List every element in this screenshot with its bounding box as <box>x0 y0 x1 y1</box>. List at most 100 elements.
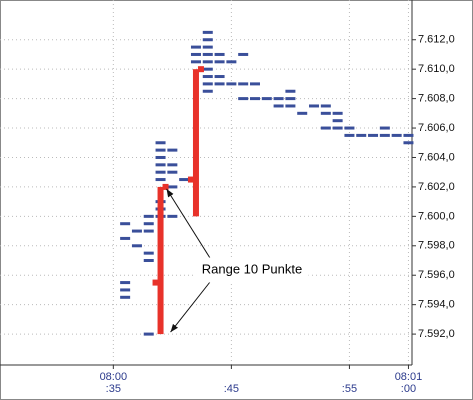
tpo-dash <box>332 119 343 123</box>
tpo-dash <box>320 126 331 130</box>
tpo-dash <box>202 45 213 49</box>
tpo-dash <box>238 97 249 101</box>
annotation-box <box>195 257 309 283</box>
y-tick-label: 7.610,0 <box>418 63 455 75</box>
tpo-dash <box>238 52 249 56</box>
x-tick-label: :00 <box>401 383 416 395</box>
y-tick-label: 7.612,0 <box>418 34 455 46</box>
tpo-dash <box>297 111 308 115</box>
tpo-dash <box>190 45 201 49</box>
x-date-label: 08:01 <box>395 371 423 383</box>
tpo-dash <box>379 133 390 137</box>
x-tick-label: :45 <box>224 383 239 395</box>
tpo-dash <box>120 281 131 285</box>
tpo-dash <box>202 52 213 56</box>
tpo-dash <box>273 104 284 108</box>
tpo-dash <box>214 52 225 56</box>
y-tick-label: 7.594,0 <box>418 299 455 311</box>
annotation: Range 10 Punkte <box>202 261 302 276</box>
tpo-dash <box>202 82 213 86</box>
tpo-dash <box>368 133 379 137</box>
tpo-dash <box>214 75 225 79</box>
tpo-dash <box>120 295 131 299</box>
open-tick <box>152 279 159 286</box>
y-tick-label: 7.592,0 <box>418 328 455 340</box>
tpo-dash <box>403 141 414 145</box>
tpo-dash <box>273 97 284 101</box>
y-tick-label: 7.602,0 <box>418 181 455 193</box>
tpo-dash <box>202 67 213 71</box>
tpo-dash <box>167 170 178 174</box>
tpo-dash <box>309 104 320 108</box>
tpo-dash <box>120 236 131 240</box>
tpo-dash <box>391 133 402 137</box>
tpo-dash <box>285 104 296 108</box>
tpo-dash <box>167 148 178 152</box>
x-tick-label: :55 <box>342 383 357 395</box>
tpo-dash <box>285 89 296 93</box>
tpo-dash <box>249 97 260 101</box>
tpo-dash <box>202 89 213 93</box>
tpo-dash <box>202 38 213 42</box>
tpo-dash <box>155 170 166 174</box>
tpo-dash <box>155 163 166 167</box>
tpo-dash <box>143 229 154 233</box>
close-tick <box>162 183 169 190</box>
tpo-dash <box>379 126 390 130</box>
tpo-dash <box>332 111 343 115</box>
tpo-dash <box>320 111 331 115</box>
x-tick-label: :35 <box>106 383 121 395</box>
y-tick-label: 7.600,0 <box>418 210 455 222</box>
tpo-dash <box>332 126 343 130</box>
tpo-dash <box>167 163 178 167</box>
tpo-dash <box>190 60 201 64</box>
tpo-dash <box>403 133 414 137</box>
tpo-dash <box>143 259 154 263</box>
tpo-dash <box>226 82 237 86</box>
y-tick-label: 7.608,0 <box>418 93 455 105</box>
tpo-dash <box>155 148 166 152</box>
arrow <box>166 188 211 259</box>
x-date-label: 08:00 <box>100 371 128 383</box>
tpo-dash <box>344 133 355 137</box>
tpo-dash <box>214 82 225 86</box>
tpo-dash <box>155 155 166 159</box>
tpo-dash <box>179 178 190 182</box>
tpo-dash <box>214 60 225 64</box>
tpo-dash <box>143 251 154 255</box>
tpo-dash <box>202 60 213 64</box>
open-tick <box>187 176 194 183</box>
tpo-dash <box>261 97 272 101</box>
y-tick-label: 7.598,0 <box>418 240 455 252</box>
tpo-dash <box>202 30 213 34</box>
arrow <box>170 281 211 333</box>
close-tick <box>197 66 204 73</box>
tpo-dash <box>143 332 154 336</box>
tpo-dash <box>155 141 166 145</box>
tpo-dash <box>120 288 131 292</box>
range-bar <box>192 69 199 217</box>
tpo-dash <box>155 178 166 182</box>
y-tick-label: 7.596,0 <box>418 269 455 281</box>
tpo-dash <box>190 52 201 56</box>
tpo-dash <box>356 133 367 137</box>
tpo-dash <box>320 104 331 108</box>
tpo-dash <box>238 82 249 86</box>
tpo-dash <box>167 214 178 218</box>
annotation-group: Range 10 Punkte <box>195 257 309 283</box>
tpo-dash <box>285 97 296 101</box>
tpo-dash <box>131 229 142 233</box>
tpo-dash <box>143 222 154 226</box>
y-tick-label: 7.606,0 <box>418 122 455 134</box>
tpo-dash <box>226 60 237 64</box>
tpo-dash <box>167 185 178 189</box>
tpo-dash <box>120 222 131 226</box>
tpo-dash <box>249 82 260 86</box>
range-bar <box>157 186 164 335</box>
tpo-dash <box>344 126 355 130</box>
tpo-dash <box>202 75 213 79</box>
tpo-dash <box>131 244 142 248</box>
tpo-dash <box>143 214 154 218</box>
